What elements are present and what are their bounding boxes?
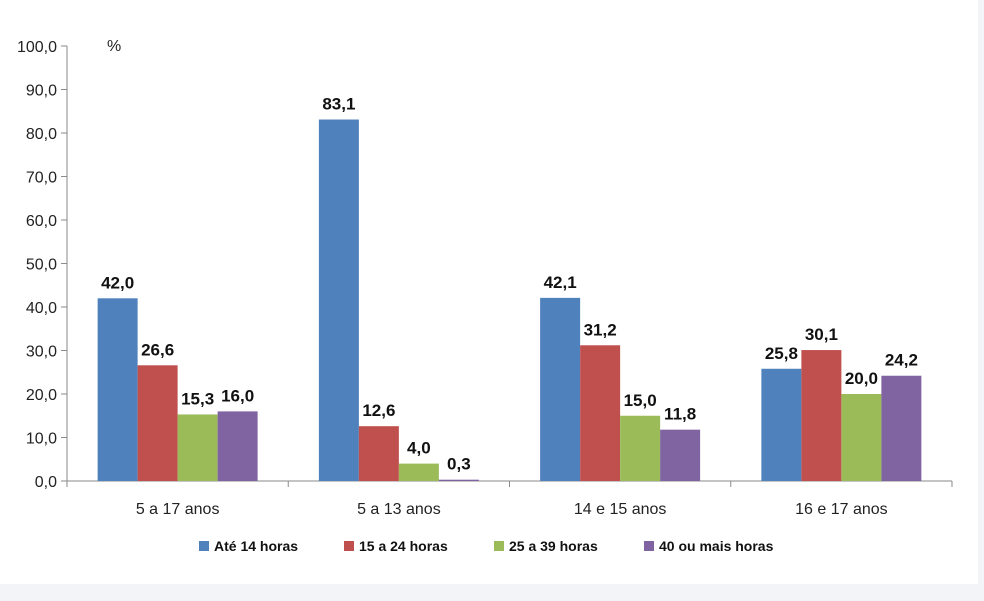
bar (580, 345, 621, 481)
data-label: 15,3 (181, 389, 214, 408)
y-tick-label: 30,0 (26, 344, 57, 361)
chart-frame: 0,0 10,0 20,0 30,0 40,0 50,0 60,0 70,0 80,0 90,0 1… (0, 0, 978, 584)
legend-label: 15 a 24 horas (359, 538, 448, 554)
bar (318, 119, 359, 481)
bar (881, 375, 922, 481)
y-tick-label: 0,0 (35, 474, 57, 491)
y-tick-label: 10,0 (26, 431, 57, 448)
y-tick-label: 100,0 (17, 39, 57, 56)
legend-swatch (344, 541, 354, 551)
bar (540, 297, 581, 481)
data-label: 20,0 (845, 369, 878, 388)
x-category-label: 5 a 17 anos (136, 501, 220, 518)
legend-label: 40 ou mais horas (659, 538, 774, 554)
bar (177, 414, 218, 481)
bar (398, 463, 439, 481)
bar (761, 368, 802, 481)
legend-label: 25 a 39 horas (509, 538, 598, 554)
data-label: 11,8 (664, 405, 696, 424)
bar (217, 411, 258, 481)
data-label: 12,6 (362, 401, 395, 420)
x-category-label: 5 a 13 anos (357, 501, 441, 518)
unit-label: % (107, 38, 121, 55)
legend: Até 14 horas 15 a 24 horas 25 a 39 horas 40… (199, 538, 774, 554)
data-label: 30,1 (805, 325, 838, 344)
data-label: 0,3 (447, 455, 471, 474)
data-label: 31,2 (584, 320, 617, 339)
bar (841, 394, 882, 481)
data-label: 16,0 (221, 386, 254, 405)
data-label: 26,6 (141, 340, 174, 359)
legend-swatch (199, 541, 209, 551)
bars (97, 119, 922, 481)
bar (137, 365, 178, 481)
bar (801, 350, 842, 481)
bar (620, 415, 661, 481)
x-category-label: 16 e 17 anos (795, 501, 888, 518)
axes: 0,0 10,0 20,0 30,0 40,0 50,0 60,0 70,0 80,0 90,0 1… (17, 39, 953, 518)
data-label: 42,0 (101, 273, 134, 292)
y-tick-label: 60,0 (26, 213, 57, 230)
bar (97, 298, 138, 481)
data-labels: 42,0 83,1 42,1 25,8 26,6 12,6 31,2 30,1 15,3 4,0 1… (101, 95, 918, 474)
legend-label: Até 14 horas (214, 538, 298, 554)
legend-swatch (644, 541, 654, 551)
y-tick-label: 20,0 (26, 387, 57, 404)
y-tick-label: 40,0 (26, 300, 57, 317)
y-tick-label: 50,0 (26, 257, 57, 274)
data-label: 25,8 (765, 344, 798, 363)
data-label: 15,0 (624, 391, 657, 410)
y-tick-label: 90,0 (26, 83, 57, 100)
data-label: 24,2 (885, 351, 918, 370)
x-category-label: 14 e 15 anos (574, 501, 667, 518)
bar (438, 479, 479, 481)
y-tick-label: 80,0 (26, 126, 57, 143)
y-tick-label: 70,0 (26, 170, 57, 187)
data-label: 42,1 (544, 273, 577, 292)
legend-swatch (494, 541, 504, 551)
data-label: 4,0 (407, 439, 431, 458)
bar (358, 426, 399, 481)
bar (660, 429, 701, 481)
data-label: 83,1 (322, 95, 355, 114)
